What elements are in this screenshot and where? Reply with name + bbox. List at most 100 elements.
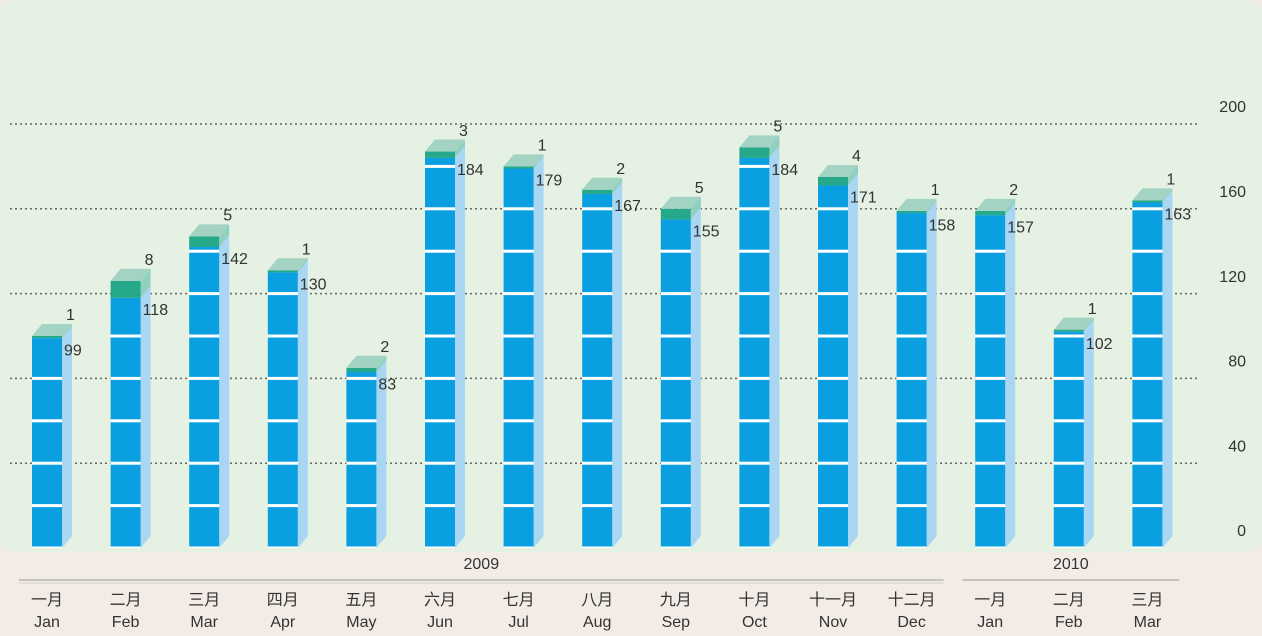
x-tick-label-zh: 十二月 — [888, 591, 936, 609]
bar-side — [62, 324, 72, 339]
bar-segment — [818, 177, 848, 186]
bar-top — [660, 196, 701, 209]
bar-top — [739, 135, 780, 148]
bar-side — [1162, 188, 1173, 203]
x-tick-label-zh: 九月 — [660, 591, 692, 609]
value-label: 5 — [773, 119, 782, 136]
bar-side — [612, 181, 623, 548]
value-label: 1 — [66, 307, 75, 324]
value-label: 158 — [929, 217, 956, 234]
bar-segment — [818, 185, 848, 549]
bar-side — [769, 145, 780, 549]
bar-top — [896, 198, 937, 211]
bar-side — [376, 355, 387, 373]
y-tick-label: 160 — [1219, 184, 1246, 201]
y-tick-label: 40 — [1228, 438, 1246, 455]
value-label: 2 — [380, 339, 389, 356]
bar-side — [690, 207, 701, 548]
bar-top — [425, 139, 465, 152]
y-tick-label: 0 — [1237, 523, 1246, 540]
bar-segment — [503, 168, 534, 548]
x-tick-label: Sep — [662, 614, 691, 631]
bar-side — [297, 258, 308, 273]
bar-segment — [267, 272, 298, 548]
value-label: 184 — [771, 162, 798, 179]
bar-segment — [425, 151, 455, 158]
bar-side — [1005, 203, 1016, 548]
bar-top — [267, 258, 308, 271]
bar-side — [1083, 317, 1094, 332]
x-tick-label-zh: 八月 — [581, 592, 613, 609]
bar-top — [189, 224, 230, 237]
value-label: 3 — [459, 123, 468, 140]
bar-top — [110, 268, 151, 281]
bar-segment — [1132, 202, 1163, 548]
bar-segment — [975, 210, 1006, 216]
x-tick-label: Jul — [508, 614, 528, 631]
value-label: 157 — [1007, 219, 1034, 236]
bar-side — [533, 156, 544, 548]
value-label: 8 — [145, 252, 154, 269]
x-tick-label-zh: 一月 — [974, 592, 1006, 609]
x-tick-label: Mar — [1134, 614, 1162, 631]
value-label: 163 — [1164, 207, 1191, 224]
bar-side — [690, 196, 701, 220]
y-tick-label: 200 — [1219, 99, 1246, 116]
bar-top — [346, 355, 387, 368]
bar-segment — [110, 297, 141, 548]
value-label: 184 — [457, 162, 484, 179]
x-tick-label: Feb — [112, 614, 140, 631]
x-tick-label-zh: 二月 — [110, 592, 142, 609]
value-label: 142 — [221, 251, 248, 268]
group-label: 2009 — [464, 556, 500, 573]
bar-segment — [1053, 331, 1084, 548]
value-label: 5 — [223, 208, 232, 225]
bar-side — [533, 154, 544, 169]
value-label: 83 — [378, 376, 396, 393]
value-label: 99 — [64, 342, 82, 359]
bar-side — [769, 135, 780, 158]
value-label: 1 — [931, 182, 940, 199]
x-tick-label-zh: 一月 — [31, 592, 63, 609]
x-tick-label: Aug — [583, 614, 611, 631]
value-label: 2 — [616, 161, 625, 178]
bar-side — [612, 177, 623, 194]
bar-side — [848, 173, 858, 549]
x-tick-label: Jun — [427, 614, 453, 631]
bar-top — [582, 177, 623, 190]
bar-side — [455, 139, 465, 158]
value-label: 1 — [538, 138, 547, 155]
bar-segment — [975, 215, 1006, 548]
bar-segment — [189, 246, 220, 548]
bar-segment — [110, 280, 141, 298]
bar-segment — [267, 270, 298, 273]
value-label: 2 — [1009, 182, 1018, 199]
bar-segment — [503, 166, 534, 169]
x-tick-label: Jan — [34, 614, 60, 631]
x-tick-label: Apr — [270, 614, 296, 631]
bar-segment — [896, 213, 927, 549]
bar-segment — [660, 219, 691, 548]
bar-top — [818, 165, 858, 177]
bar-segment — [32, 338, 62, 548]
value-label: 171 — [850, 190, 877, 207]
bar-segment — [739, 157, 770, 549]
bar-top — [32, 324, 72, 336]
x-tick-label-zh: 四月 — [267, 592, 299, 609]
x-tick-label-zh: 五月 — [345, 592, 377, 609]
bar-top — [1053, 317, 1094, 330]
bar-segment — [32, 336, 62, 339]
value-label: 155 — [693, 224, 720, 241]
value-label: 118 — [143, 302, 169, 319]
bar-top — [503, 154, 544, 167]
bar-segment — [1132, 200, 1163, 203]
bar-top — [975, 198, 1016, 211]
x-tick-label: May — [346, 614, 376, 631]
bar-segment — [346, 367, 377, 373]
plot-background — [0, 0, 1262, 552]
x-tick-label-zh: 十月 — [738, 591, 770, 609]
group-label: 2010 — [1053, 556, 1089, 573]
bar-side — [376, 360, 387, 548]
x-tick-label: Jan — [977, 614, 1003, 631]
x-tick-label: Oct — [742, 614, 767, 631]
